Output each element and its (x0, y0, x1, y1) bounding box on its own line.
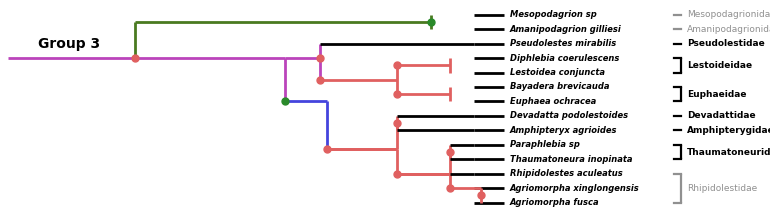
Text: Thaumatoneuridae: Thaumatoneuridae (687, 148, 770, 157)
Text: Amanipodagrion gilliesi: Amanipodagrion gilliesi (510, 25, 621, 34)
Text: Devadattidae: Devadattidae (687, 111, 755, 120)
Text: Amphipteryx agrioides: Amphipteryx agrioides (510, 126, 618, 135)
Text: Amanipodagrionidae: Amanipodagrionidae (687, 25, 770, 34)
Text: Rhipidolestidae: Rhipidolestidae (687, 184, 757, 193)
Text: Diphlebia coerulescens: Diphlebia coerulescens (510, 54, 619, 62)
Text: Thaumatoneura inopinata: Thaumatoneura inopinata (510, 155, 632, 164)
Text: Mesopodagrionidae: Mesopodagrionidae (687, 10, 770, 19)
Text: Euphaea ochracea: Euphaea ochracea (510, 97, 596, 106)
Text: Lestoideidae: Lestoideidae (687, 61, 752, 70)
Text: Group 3: Group 3 (38, 37, 100, 51)
Text: Mesopodagrion sp: Mesopodagrion sp (510, 10, 597, 19)
Text: Amphipterygidae: Amphipterygidae (687, 126, 770, 135)
Text: Agriomorpha xinglongensis: Agriomorpha xinglongensis (510, 184, 640, 193)
Text: Lestoidea conjuncta: Lestoidea conjuncta (510, 68, 604, 77)
Text: Bayadera brevicauda: Bayadera brevicauda (510, 83, 609, 92)
Text: Paraphlebia sp: Paraphlebia sp (510, 140, 580, 149)
Text: Devadatta podolestoides: Devadatta podolestoides (510, 111, 628, 120)
Text: Agriomorpha fusca: Agriomorpha fusca (510, 198, 599, 207)
Text: Rhipidolestes aculeatus: Rhipidolestes aculeatus (510, 169, 622, 178)
Text: Pseudolestidae: Pseudolestidae (687, 39, 765, 48)
Text: Euphaeidae: Euphaeidae (687, 90, 746, 99)
Text: Pseudolestes mirabilis: Pseudolestes mirabilis (510, 39, 616, 48)
